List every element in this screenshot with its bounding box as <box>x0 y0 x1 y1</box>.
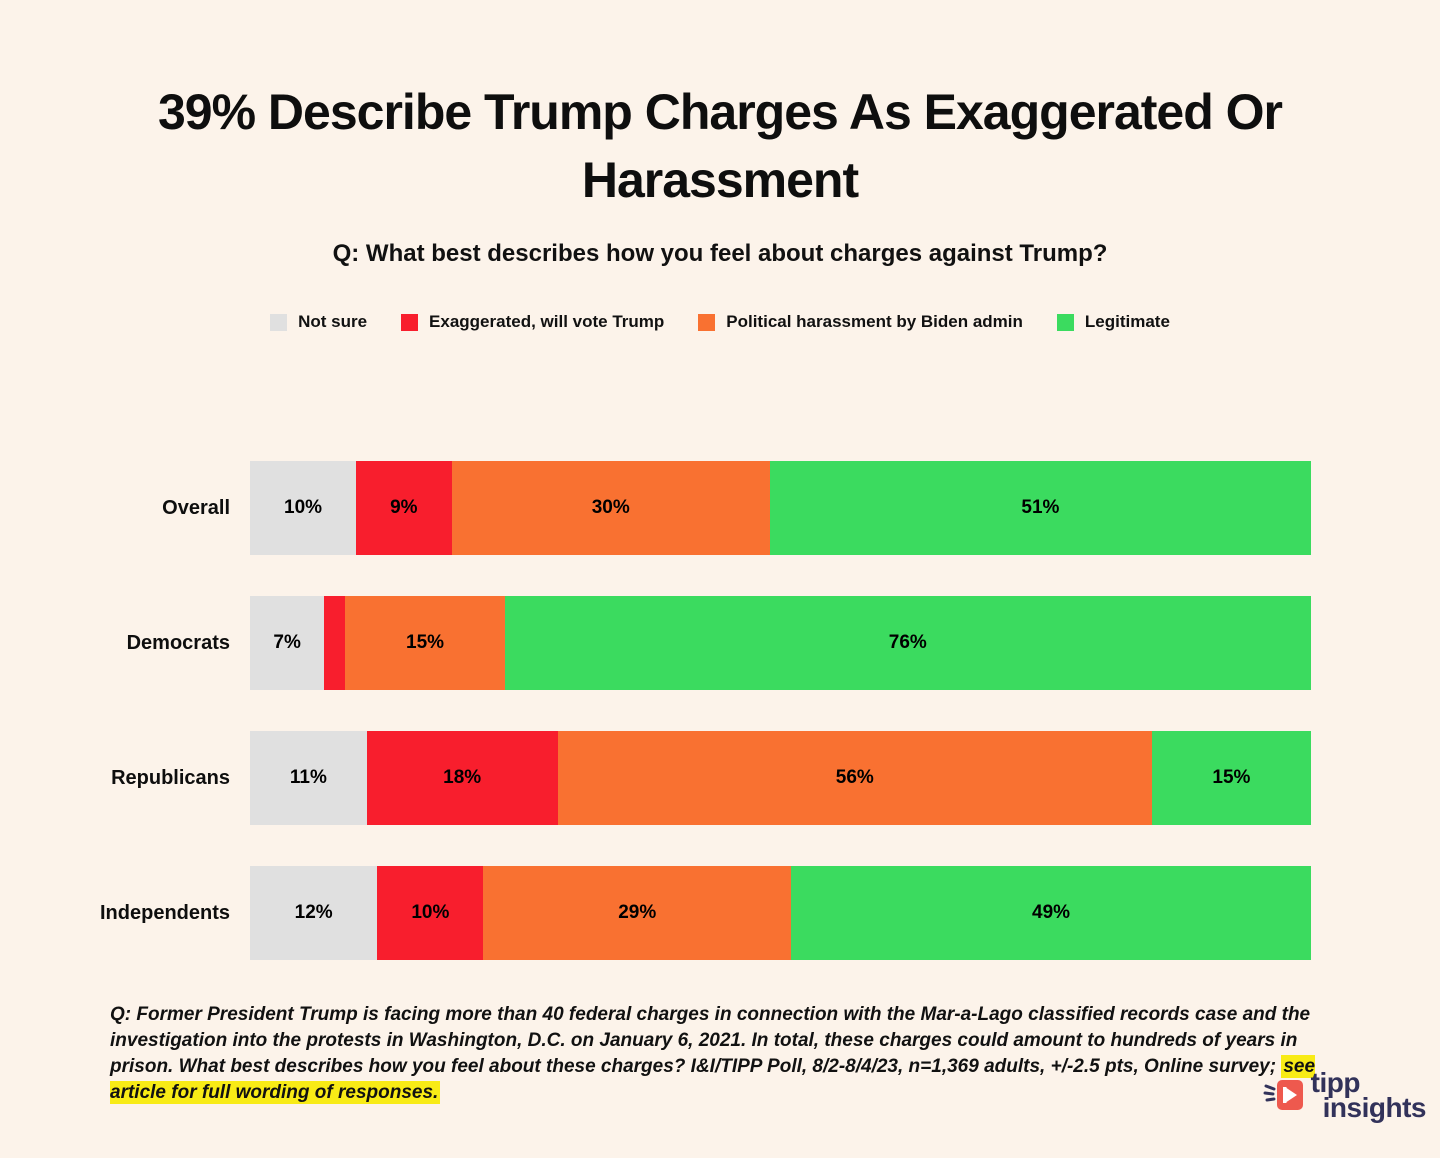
row-label: Republicans <box>111 766 230 789</box>
bar-republicans: 11% 18% 56% 15% <box>250 731 1311 825</box>
poll-infographic: 39% Describe Trump Charges As Exaggerate… <box>0 78 1440 1158</box>
chart-row-republicans: Republicans 11% 18% 56% 15% <box>0 731 1440 825</box>
bar-segment-harassment: 15% <box>345 596 505 690</box>
bar-segment-not-sure: 10% <box>250 461 357 555</box>
segment-value-label: 56% <box>835 767 874 788</box>
segment-value-label: 7% <box>273 632 301 653</box>
bar-segment-not-sure: 12% <box>250 866 378 960</box>
bar-overall: 10% 9% 30% 51% <box>250 461 1311 555</box>
legend-label: Exaggerated, will vote Trump <box>429 312 665 331</box>
legend-item-exaggerated: Exaggerated, will vote Trump <box>401 312 664 332</box>
legend-swatch-legitimate <box>1056 313 1074 331</box>
legend-swatch-exaggerated <box>401 313 419 331</box>
bar-segment-harassment: 29% <box>483 866 792 960</box>
bar-segment-exaggerated: 9% <box>356 461 452 555</box>
logo-word-tipp: tipp <box>1310 1067 1361 1098</box>
logo-word-insights: insights <box>1322 1092 1427 1123</box>
legend-swatch-not-sure <box>270 313 288 331</box>
segment-value-label: 9% <box>390 497 418 518</box>
chart-row-democrats: Democrats 7% 15% 76% <box>0 596 1440 690</box>
bar-democrats: 7% 15% 76% <box>250 596 1311 690</box>
bar-segment-exaggerated: 18% <box>366 731 558 825</box>
segment-value-label: 18% <box>443 767 482 788</box>
segment-value-label: 10% <box>411 902 450 923</box>
question-subtitle: Q: What best describes how you feel abou… <box>332 240 1108 267</box>
segment-value-label: 29% <box>618 902 657 923</box>
segment-value-label: 15% <box>1212 767 1251 788</box>
row-label: Independents <box>99 901 230 924</box>
bar-segment-legitimate: 51% <box>769 461 1311 555</box>
tipp-logo-arrow-icon <box>1263 1074 1307 1123</box>
legend-label: Political harassment by Biden admin <box>726 312 1023 331</box>
tipp-insights-logo: tipp insights <box>1263 1067 1427 1123</box>
legend-item-not-sure: Not sure <box>270 312 367 332</box>
row-label: Overall <box>162 496 230 519</box>
footnote-text: Q: Former President Trump is facing more… <box>110 1004 1311 1077</box>
stacked-bar-chart: Overall 10% 9% 30% 51% Democrats 7% 15% … <box>0 461 1440 1001</box>
segment-value-label: 15% <box>406 632 445 653</box>
chart-row-overall: Overall 10% 9% 30% 51% <box>0 461 1440 555</box>
legend-item-harassment: Political harassment by Biden admin <box>698 312 1023 332</box>
bar-segment-legitimate: 49% <box>791 866 1311 960</box>
segment-value-label: 49% <box>1032 902 1071 923</box>
bar-segment-not-sure: 11% <box>250 731 367 825</box>
legend-label: Not sure <box>298 312 368 331</box>
legend-item-legitimate: Legitimate <box>1056 312 1170 332</box>
bar-segment-harassment: 56% <box>557 731 1152 825</box>
segment-value-label: 12% <box>294 902 333 923</box>
bar-segment-exaggerated <box>324 596 346 690</box>
bar-segment-harassment: 30% <box>451 461 770 555</box>
bar-independents: 12% 10% 29% 49% <box>250 866 1311 960</box>
segment-value-label: 11% <box>289 767 327 788</box>
bar-segment-exaggerated: 10% <box>377 866 484 960</box>
bar-segment-legitimate: 76% <box>504 596 1311 690</box>
segment-value-label: 30% <box>591 497 630 518</box>
row-label: Democrats <box>126 631 230 654</box>
segment-value-label: 10% <box>284 497 323 518</box>
footnote: Q: Former President Trump is facing more… <box>110 1002 1316 1106</box>
chart-row-independents: Independents 12% 10% 29% 49% <box>0 866 1440 960</box>
bar-segment-not-sure: 7% <box>250 596 325 690</box>
bar-segment-legitimate: 15% <box>1151 731 1311 825</box>
legend-swatch-harassment <box>698 313 716 331</box>
chart-legend: Not sure Exaggerated, will vote Trump Po… <box>0 312 1440 332</box>
legend-label: Legitimate <box>1084 312 1170 331</box>
page-title: 39% Describe Trump Charges As Exaggerate… <box>157 84 1283 208</box>
segment-value-label: 76% <box>888 632 927 653</box>
segment-value-label: 51% <box>1021 497 1060 518</box>
